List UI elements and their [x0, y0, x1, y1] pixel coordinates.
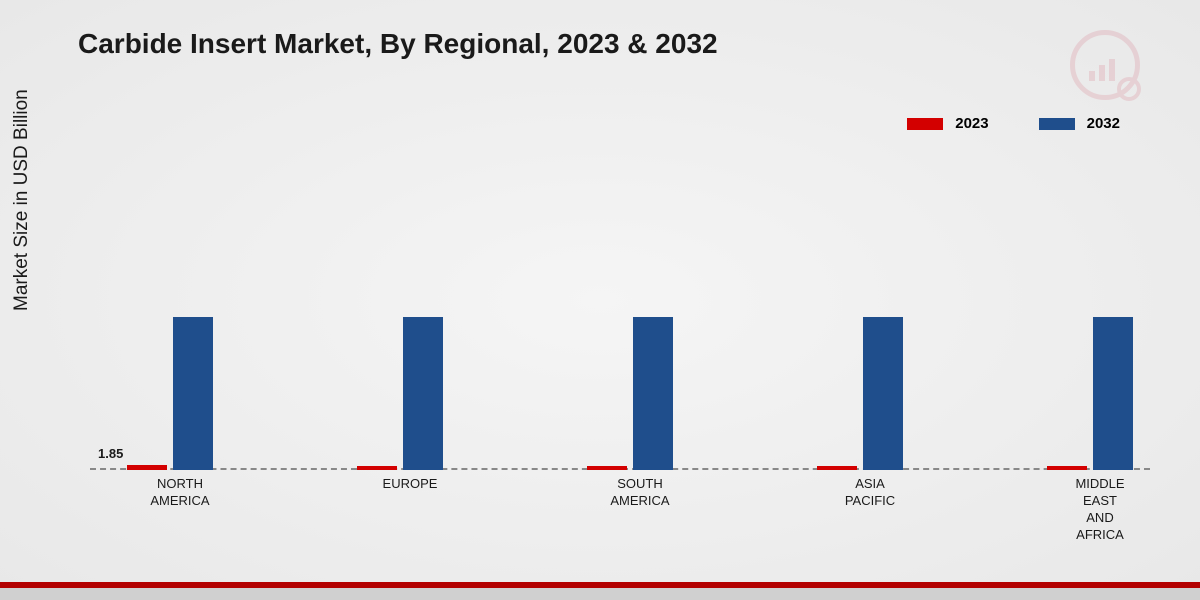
- bar-group: [350, 317, 450, 470]
- legend-swatch: [907, 118, 943, 130]
- bar-group: [580, 317, 680, 470]
- bar: [173, 317, 213, 470]
- legend: 2023 2032: [907, 115, 1120, 132]
- legend-item: 2032: [1039, 115, 1120, 132]
- bar: [1093, 317, 1133, 470]
- bar-group: [1040, 317, 1140, 470]
- footer-gray-bar: [0, 588, 1200, 600]
- x-axis-label: NORTH AMERICA: [120, 476, 240, 510]
- bar-group: [120, 317, 220, 470]
- x-axis-label: SOUTH AMERICA: [580, 476, 700, 510]
- legend-label: 2032: [1087, 115, 1120, 132]
- legend-label: 2023: [955, 115, 988, 132]
- bar: [633, 317, 673, 470]
- x-axis-label: MIDDLE EAST AND AFRICA: [1040, 476, 1160, 544]
- x-axis: NORTH AMERICA EUROPE SOUTH AMERICA ASIA PAC…: [90, 470, 1150, 580]
- bar: [403, 317, 443, 470]
- chart-title: Carbide Insert Market, By Regional, 2023…: [78, 28, 718, 60]
- y-axis-label: Market Size in USD Billion: [11, 89, 33, 311]
- bar-group: [810, 317, 910, 470]
- x-axis-label: EUROPE: [350, 476, 470, 493]
- legend-swatch: [1039, 118, 1075, 130]
- bar: [863, 317, 903, 470]
- legend-item: 2023: [907, 115, 988, 132]
- x-axis-label: ASIA PACIFIC: [810, 476, 930, 510]
- plot-area: 1.85: [90, 160, 1150, 470]
- watermark-logo: [1070, 30, 1140, 100]
